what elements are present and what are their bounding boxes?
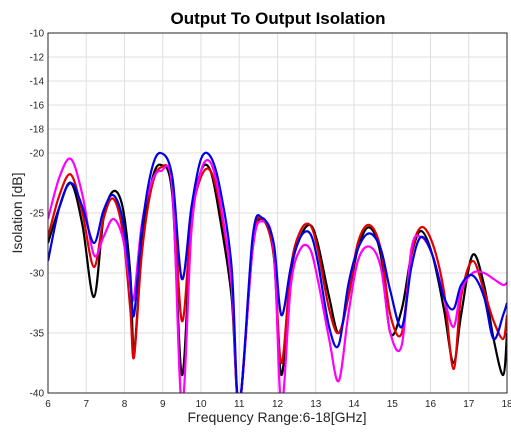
x-tick-label: 8 [122, 399, 128, 410]
x-tick-label: 16 [425, 399, 437, 410]
plot-frame [47, 32, 508, 394]
x-tick-label: 9 [160, 399, 166, 410]
y-tick-label: -14 [30, 77, 45, 88]
x-tick-label: 17 [463, 399, 475, 410]
y-tick-label: -30 [30, 269, 45, 280]
y-axis-label: Isolation [dB] [9, 173, 25, 254]
x-tick-label: 18 [501, 399, 511, 410]
y-tick-label: -12 [30, 53, 45, 64]
x-tick-label: 12 [272, 399, 284, 410]
x-tick-label: 15 [387, 399, 399, 410]
y-tick-label: -40 [30, 389, 45, 400]
y-tick-label: -35 [30, 329, 45, 340]
y-tick-label: -20 [30, 149, 45, 160]
y-tick-label: -10 [30, 29, 45, 40]
x-tick-label: 10 [195, 399, 207, 410]
series-line-4 [48, 151, 507, 393]
y-tick-label: -25 [30, 209, 45, 220]
x-tick-label: 13 [310, 399, 322, 410]
grid-lines [48, 33, 507, 393]
x-tick-label: 14 [348, 399, 360, 410]
y-tick-label: -18 [30, 125, 45, 136]
chart-title: Output To Output Isolation [171, 9, 386, 28]
x-axis-label: Frequency Range:6-18[GHz] [188, 409, 367, 425]
x-tick-label: 7 [83, 399, 89, 410]
tick-labels: 6 7 8 9 10 11 12 13 14 15 16 17 18 -10 -12 -14 -16 -18 -20… [30, 29, 511, 411]
x-tick-label: 11 [234, 399, 245, 410]
series-lines [48, 151, 507, 393]
y-tick-label: -16 [30, 101, 45, 112]
x-tick-label: 6 [45, 399, 51, 410]
